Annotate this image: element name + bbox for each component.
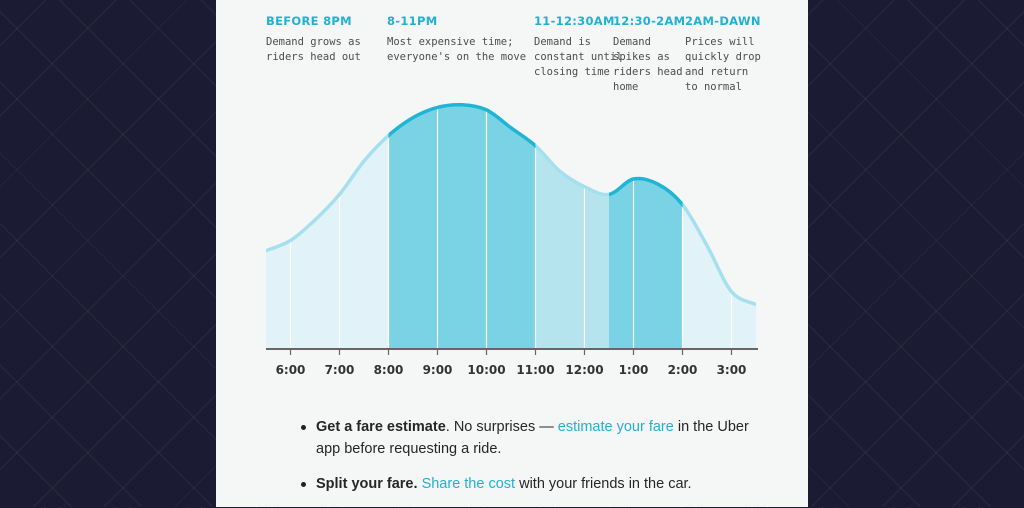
region-peak-fill: [388, 104, 536, 348]
x-tick-label: 10:00: [467, 363, 505, 377]
x-tick-label: 1:00: [619, 363, 649, 377]
demand-line-peak: [609, 176, 683, 208]
x-tick-label: 7:00: [325, 363, 355, 377]
phase-desc-before-8pm: Demand grows as riders head out: [266, 36, 361, 63]
tip-fare-estimate-text: . No surprises —: [445, 419, 558, 435]
phase-title-2am-dawn: 2AM-DAWN: [685, 14, 761, 28]
tip-split-fare-rest: with your friends in the car.: [515, 476, 692, 492]
tip-fare-estimate-heading: Get a fare estimate: [316, 419, 446, 435]
tip-fare-estimate-rest: in the Uber app before requesting a ride…: [316, 419, 749, 457]
phase-title-before-8pm: BEFORE 8PM: [266, 14, 352, 28]
tips-list: Get a fare estimate. No surprises — esti…: [296, 416, 776, 508]
region-shoulder-fill: [535, 145, 609, 348]
tip-split-fare: Split your fare. Share the cost with you…: [301, 473, 776, 495]
share-the-cost-link[interactable]: Share the cost: [421, 476, 516, 492]
phase-desc-1230-2am: Demand spikes as riders head home: [613, 36, 683, 93]
demand-area-chart: 6:00 7:00 8:00 9:00 10:00 11:00 12:00 1:00 2:00 3…: [266, 102, 758, 377]
demand-line-base: [266, 133, 389, 253]
x-tick-label: 12:00: [565, 363, 603, 377]
x-tick-label: 11:00: [516, 363, 554, 377]
x-tick-label: 8:00: [374, 363, 404, 377]
x-tick-label: 9:00: [423, 363, 453, 377]
estimate-your-fare-link[interactable]: estimate your fare: [557, 419, 674, 435]
tip-split-fare-heading: Split your fare.: [316, 476, 418, 492]
region-peak-fill: [609, 178, 683, 348]
x-tick-label: 3:00: [717, 363, 747, 377]
region-base-fill: [682, 204, 756, 348]
phase-desc-2am-dawn: Prices will quickly drop and return to n…: [685, 36, 761, 93]
x-tick-label: 2:00: [668, 363, 698, 377]
phase-desc-11-1230am: Demand is constant until closing time: [534, 36, 623, 78]
phase-title-1230-2am: 12:30-2AM: [613, 14, 686, 28]
x-tick-label: 6:00: [276, 363, 306, 377]
phase-title-11-1230am: 11-12:30AM: [534, 14, 615, 28]
phase-title-8-11pm: 8-11PM: [387, 14, 438, 28]
phase-desc-8-11pm: Most expensive time; everyone's on the m…: [387, 36, 527, 63]
tip-fare-estimate: Get a fare estimate. No surprises — esti…: [301, 416, 776, 460]
demand-line-peak: [388, 102, 536, 149]
region-base-fill: [266, 135, 389, 348]
article-card: BEFORE 8PM Demand grows as riders head o…: [216, 0, 808, 507]
